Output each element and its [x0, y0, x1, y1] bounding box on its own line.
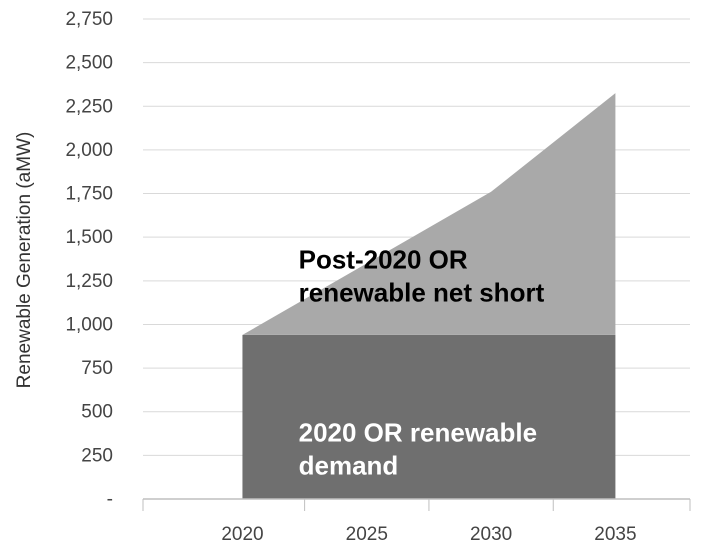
annotation-line: demand	[299, 450, 399, 480]
x-tick-label: 2025	[346, 524, 388, 545]
area-series-1	[242, 93, 616, 335]
y-tick-label: 2,750	[65, 9, 113, 30]
y-tick-label: 1,750	[65, 184, 113, 205]
y-tick-label: 1,000	[65, 314, 113, 335]
y-axis-title: Renewable Generation (aMW)	[14, 132, 35, 389]
x-tick-labels: 2020 2025 2030 2035	[221, 524, 636, 545]
area-series	[242, 93, 616, 499]
y-tick-label: 2,500	[65, 53, 113, 74]
y-tick-label: 2,250	[65, 96, 113, 117]
x-tick-label: 2020	[221, 524, 263, 545]
x-tick-label: 2035	[594, 524, 636, 545]
annotations: 2020 OR renewable demand Post-2020 OR renew…	[299, 245, 545, 481]
y-tick-labels: - 250 500 750 1,000 1,250 1,500 1,750 2,000 2,250…	[65, 9, 113, 510]
y-tick-label: 2,000	[65, 140, 113, 161]
y-tick-label: 1,500	[65, 227, 113, 248]
y-tick-label: 250	[81, 445, 113, 466]
axes	[142, 498, 691, 511]
annotation-line: Post-2020 OR	[299, 245, 468, 275]
area-series-0	[242, 334, 616, 499]
annotation-1: Post-2020 OR renewable net short	[299, 245, 545, 308]
annotation-0: 2020 OR renewable demand	[299, 417, 537, 480]
x-tick-label: 2030	[470, 524, 512, 545]
annotation-line: 2020 OR renewable	[299, 417, 537, 447]
y-tick-label: 1,250	[65, 271, 113, 292]
y-tick-label: 750	[81, 358, 113, 379]
y-tick-label: 500	[81, 402, 113, 423]
y-tick-label: -	[107, 489, 113, 510]
annotation-line: renewable net short	[299, 278, 545, 308]
